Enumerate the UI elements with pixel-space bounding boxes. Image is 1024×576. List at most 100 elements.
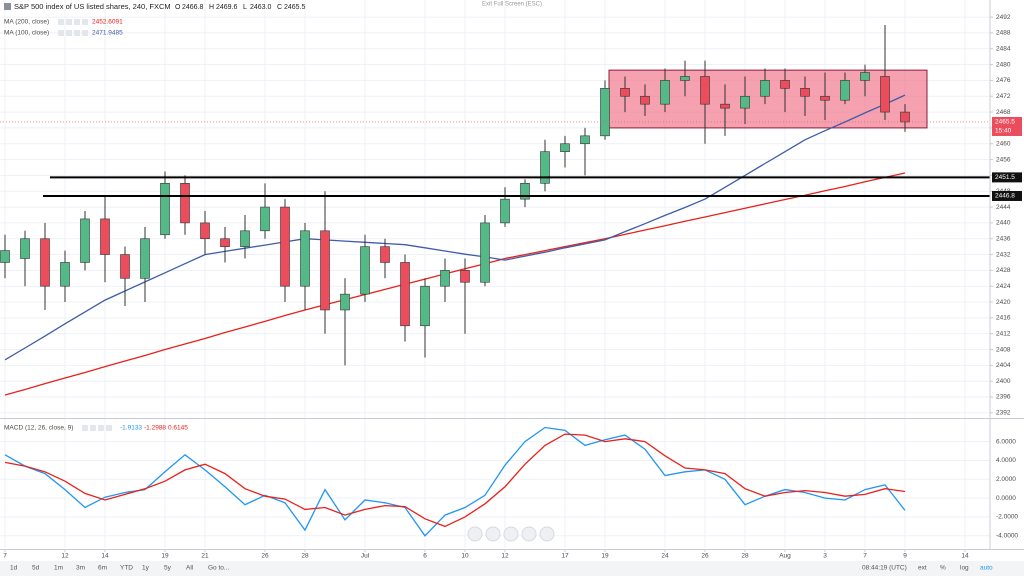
legend-tool-icon <box>66 30 72 36</box>
candle-body <box>380 246 390 263</box>
candle-body <box>0 250 10 263</box>
y-tick-label: -2.0000 <box>996 514 1018 521</box>
highlight-zone <box>608 69 928 129</box>
candle-body <box>460 270 470 283</box>
candle-body <box>340 293 350 311</box>
y-tick-label: 2412 <box>996 330 1011 337</box>
candle-body <box>80 218 90 263</box>
candle-body <box>240 230 250 247</box>
ohlc-value: 2469.6 <box>216 4 238 11</box>
x-tick-label: Aug <box>779 553 791 560</box>
candle-body <box>900 111 910 123</box>
range-button[interactable]: 1y <box>142 565 150 572</box>
candle-body <box>20 238 30 259</box>
range-button[interactable]: 5y <box>164 565 172 572</box>
scroll-button[interactable] <box>539 526 555 542</box>
range-button[interactable]: 6m <box>98 565 107 572</box>
candle-body <box>440 270 450 287</box>
candle-body <box>700 76 710 105</box>
level-label-box <box>992 190 1022 201</box>
x-tick-label: 24 <box>661 553 669 560</box>
candle-body <box>560 143 570 152</box>
ohlc-value: 2465.5 <box>284 4 306 11</box>
scroll-button[interactable] <box>467 526 483 542</box>
scale-option[interactable]: % <box>940 565 946 572</box>
x-tick-label: 14 <box>101 553 109 560</box>
y-tick-label: 0.0000 <box>996 495 1016 502</box>
candle-body <box>740 95 750 109</box>
y-tick-label: 2440 <box>996 220 1011 227</box>
candle-body <box>520 183 530 200</box>
legend-tool-icon <box>98 425 104 431</box>
y-tick-label: 2468 <box>996 109 1011 116</box>
chart-title: S&P 500 index of US listed shares, 240, … <box>14 2 171 11</box>
scroll-button[interactable] <box>503 526 519 542</box>
range-button[interactable]: YTD <box>120 565 133 572</box>
range-button[interactable]: 1m <box>54 565 63 572</box>
y-tick-label: 2416 <box>996 315 1011 322</box>
x-tick-label: 9 <box>903 553 907 560</box>
candle-body <box>220 238 230 247</box>
x-tick-label: 7 <box>863 553 867 560</box>
candle-body <box>780 80 790 89</box>
moving-average-line <box>4 94 906 361</box>
y-tick-label: 2.0000 <box>996 476 1016 483</box>
goto-button[interactable]: Go to... <box>208 565 230 572</box>
candle-body <box>280 206 290 287</box>
x-tick-label: 19 <box>601 553 609 560</box>
candle-body <box>880 76 890 113</box>
scroll-button[interactable] <box>521 526 537 542</box>
bottom-toolbar <box>0 561 1024 576</box>
exit-fullscreen[interactable]: Exit Full Screen (ESC) <box>482 2 542 8</box>
legend-tool-icon <box>82 425 88 431</box>
x-tick-label: 7 <box>3 553 7 560</box>
range-button[interactable]: 5d <box>32 565 40 572</box>
last-price-box <box>992 116 1022 136</box>
y-tick-label: 2444 <box>996 204 1011 211</box>
legend-tool-icon <box>82 30 88 36</box>
x-tick-label: Jul <box>361 553 370 560</box>
x-tick-label: 10 <box>461 553 469 560</box>
y-tick-label: 2424 <box>996 283 1011 290</box>
y-tick-label: 2408 <box>996 346 1011 353</box>
level-label: 2451.5 <box>995 174 1015 181</box>
candle-body <box>640 95 650 105</box>
ohlc-value: 2463.0 <box>250 4 272 11</box>
x-tick-label: 3 <box>823 553 827 560</box>
candle-body <box>720 103 730 109</box>
legend-entry: MA (100, close) <box>4 30 49 37</box>
scale-option[interactable]: auto <box>980 565 993 572</box>
candle-body <box>40 238 50 287</box>
range-button[interactable]: 1d <box>10 565 18 572</box>
candle-body <box>760 80 770 97</box>
candle-body <box>320 230 330 311</box>
y-tick-label: 2396 <box>996 394 1011 401</box>
legend-tool-icon <box>58 30 64 36</box>
candle-body <box>680 76 690 81</box>
y-tick-label: 2484 <box>996 45 1011 52</box>
last-price-label: 2465.5 <box>995 119 1015 126</box>
x-tick-label: 12 <box>501 553 509 560</box>
moving-average-line <box>4 172 906 396</box>
y-tick-label: 2472 <box>996 93 1011 100</box>
bar-countdown: 15:40 <box>995 128 1012 135</box>
range-button[interactable]: 3m <box>76 565 85 572</box>
candle-body <box>60 262 70 287</box>
candle-body <box>800 88 810 97</box>
y-tick-label: 2432 <box>996 251 1011 258</box>
range-button[interactable]: All <box>186 565 194 572</box>
y-tick-label: 4.0000 <box>996 457 1016 464</box>
scale-option[interactable]: log <box>960 565 969 572</box>
candle-body <box>160 183 170 236</box>
y-tick-label: 2404 <box>996 362 1011 369</box>
y-tick-label: 2476 <box>996 77 1011 84</box>
x-tick-label: 26 <box>261 553 269 560</box>
candle-body <box>120 254 130 279</box>
level-label: 2446.8 <box>995 193 1015 200</box>
y-tick-label: -4.0000 <box>996 532 1018 539</box>
scroll-button[interactable] <box>485 526 501 542</box>
candle-body <box>620 88 630 97</box>
candle-body <box>100 218 110 255</box>
scale-option[interactable]: ext <box>918 565 927 572</box>
ohlc-label: C <box>277 4 282 11</box>
